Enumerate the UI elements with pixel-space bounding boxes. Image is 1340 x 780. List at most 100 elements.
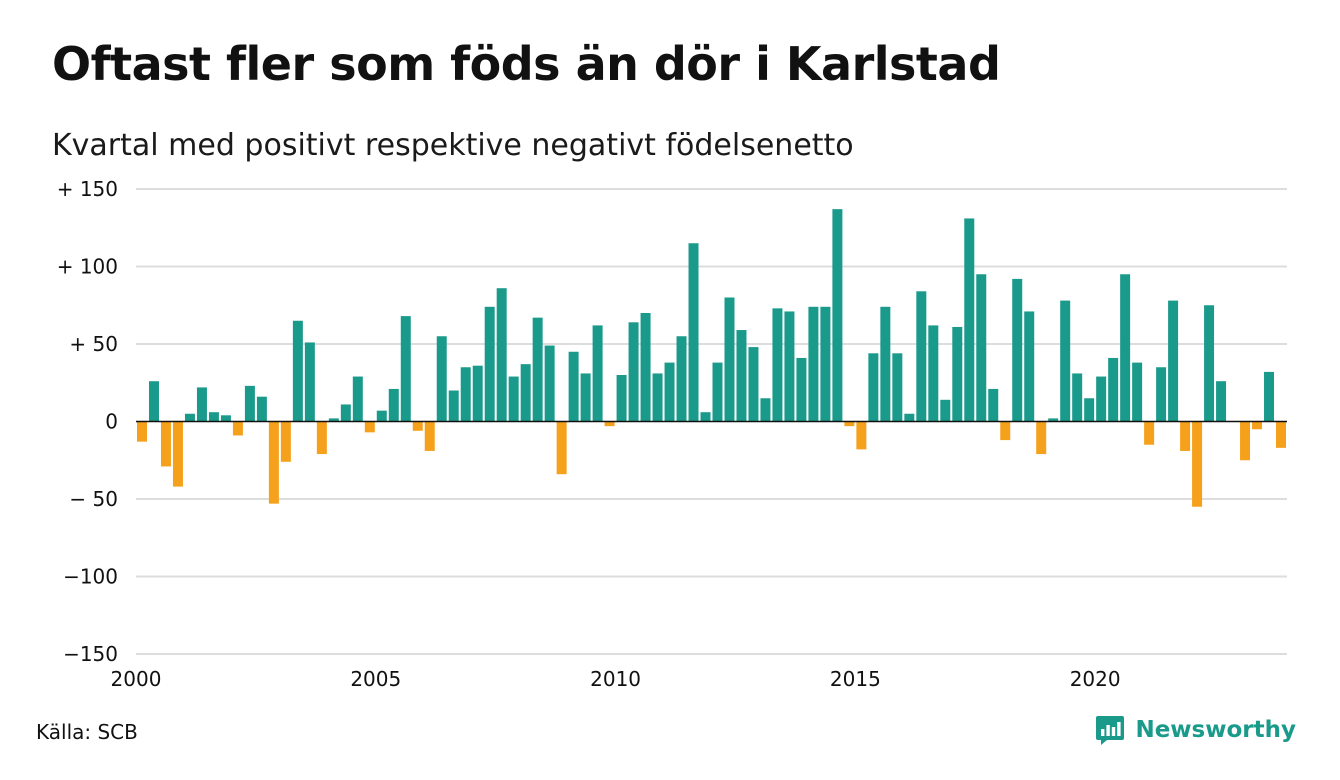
bar-positive <box>976 274 987 422</box>
newsworthy-logo-icon <box>1096 716 1125 745</box>
chart-title: Oftast fler som föds än dör i Karlstad <box>52 37 1001 91</box>
bar-positive <box>1072 373 1083 422</box>
bar-positive <box>256 396 267 422</box>
bar-positive <box>1096 376 1107 422</box>
bar-positive <box>304 342 315 422</box>
bar-positive <box>292 320 303 422</box>
bar-positive <box>472 365 483 422</box>
bar-positive <box>628 322 639 422</box>
bar-positive <box>544 345 555 422</box>
bar-positive <box>220 415 231 422</box>
bar-positive <box>460 367 471 422</box>
y-tick-label: −150 <box>63 642 118 666</box>
bar-positive <box>1084 398 1095 422</box>
bar-positive <box>688 243 699 422</box>
bar-negative <box>1192 421 1203 507</box>
bar-positive <box>400 316 411 422</box>
bar-positive <box>760 398 771 422</box>
bar-positive <box>640 313 651 422</box>
x-tick-label: 2015 <box>830 667 881 691</box>
bar-positive <box>676 336 687 422</box>
bar-positive <box>700 412 711 422</box>
bar-negative <box>556 421 567 475</box>
bar-positive <box>1024 311 1035 422</box>
bar-negative <box>1000 421 1011 441</box>
x-tick-label: 2005 <box>350 667 401 691</box>
bar-positive <box>1156 367 1167 422</box>
bar-positive <box>652 373 663 422</box>
bar-positive <box>748 347 759 422</box>
bar-negative <box>424 421 435 451</box>
y-tick-label: − 50 <box>69 487 118 511</box>
bar-positive <box>196 387 207 422</box>
y-tick-label: + 50 <box>69 332 118 356</box>
bar-positive <box>820 306 831 422</box>
bar-positive <box>1108 357 1119 422</box>
bar-positive <box>832 209 843 422</box>
bar-negative <box>364 421 375 433</box>
bar-positive <box>1168 300 1179 422</box>
bar-positive <box>328 418 339 422</box>
bar-negative <box>160 421 171 467</box>
bar-positive <box>940 399 951 422</box>
bar-positive <box>1012 278 1023 422</box>
bars <box>137 209 1286 507</box>
bar-negative <box>1252 421 1263 430</box>
bar-positive <box>724 297 735 422</box>
bar-positive <box>784 311 795 422</box>
bar-negative <box>1036 421 1047 455</box>
chart-subtitle: Kvartal med positivt respektive negativt… <box>52 128 854 163</box>
bar-negative <box>1240 421 1251 461</box>
bar-positive <box>808 306 819 422</box>
y-axis-ticks: + 150 + 100 + 50 0 − 50 −100 −150 <box>57 177 118 666</box>
bar-negative <box>412 421 423 431</box>
gridlines <box>136 188 1287 655</box>
y-tick-label: 0 <box>105 410 118 434</box>
bar-negative <box>316 421 327 455</box>
bar-negative <box>856 421 867 450</box>
bar-positive <box>508 376 519 422</box>
bar-positive <box>352 376 363 422</box>
bar-positive <box>1132 362 1143 422</box>
bar-negative <box>280 421 291 462</box>
bar-positive <box>736 330 747 422</box>
bar-positive <box>1264 371 1275 422</box>
bar-positive <box>880 306 891 422</box>
bar-positive <box>208 412 219 422</box>
bar-negative <box>1276 421 1286 448</box>
bar-positive <box>448 390 459 422</box>
bar-positive <box>1060 300 1071 422</box>
x-tick-label: 2020 <box>1070 667 1121 691</box>
bar-positive <box>904 413 915 422</box>
bar-positive <box>376 410 387 422</box>
bar-negative <box>604 421 615 427</box>
brand-name: Newsworthy <box>1135 717 1296 743</box>
bar-positive <box>1216 381 1227 422</box>
x-tick-label: 2010 <box>590 667 641 691</box>
brand-logo[interactable]: Newsworthy <box>1095 714 1296 746</box>
bar-positive <box>148 381 159 422</box>
bar-positive <box>1204 305 1215 422</box>
bar-positive <box>592 325 603 422</box>
bar-negative <box>172 421 183 487</box>
bar-positive <box>1120 274 1131 422</box>
bar-positive <box>772 308 783 422</box>
bar-positive <box>892 353 903 422</box>
bar-positive <box>988 388 999 422</box>
source-note: Källa: SCB <box>36 720 138 744</box>
bar-positive <box>580 373 591 422</box>
bar-positive <box>532 317 543 422</box>
x-axis-ticks: 2000 2005 2010 2015 2020 <box>111 667 1121 691</box>
bar-positive <box>520 364 531 422</box>
bar-positive <box>712 362 723 422</box>
bar-positive <box>916 291 927 422</box>
bar-positive <box>616 375 627 422</box>
bar-positive <box>496 288 507 422</box>
bar-negative <box>232 421 243 436</box>
bar-positive <box>184 413 195 422</box>
bar-positive <box>664 362 675 422</box>
bar-positive <box>964 218 975 422</box>
y-tick-label: + 100 <box>57 255 118 279</box>
bar-positive <box>340 404 351 422</box>
